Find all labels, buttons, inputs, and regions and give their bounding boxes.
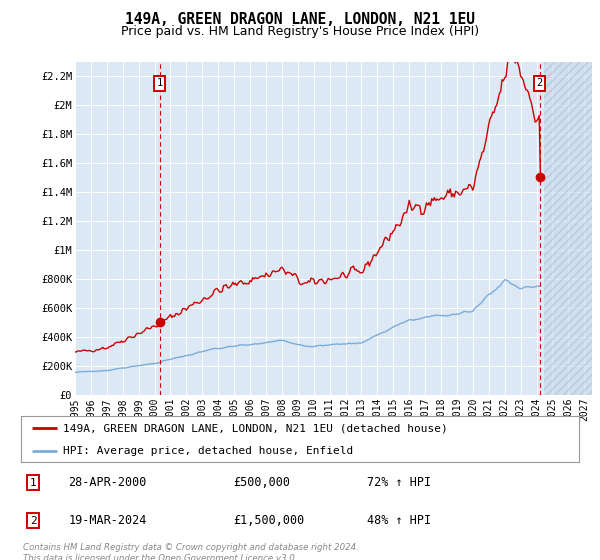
Text: 72% ↑ HPI: 72% ↑ HPI: [367, 477, 431, 489]
Bar: [544, 62, 592, 395]
Text: 2: 2: [30, 516, 37, 526]
Text: 149A, GREEN DRAGON LANE, LONDON, N21 1EU: 149A, GREEN DRAGON LANE, LONDON, N21 1EU: [125, 12, 475, 27]
Text: Price paid vs. HM Land Registry's House Price Index (HPI): Price paid vs. HM Land Registry's House …: [121, 25, 479, 38]
Text: 1: 1: [30, 478, 37, 488]
Text: 19-MAR-2024: 19-MAR-2024: [68, 514, 147, 528]
Text: 28-APR-2000: 28-APR-2000: [68, 477, 147, 489]
Text: Contains HM Land Registry data © Crown copyright and database right 2024.
This d: Contains HM Land Registry data © Crown c…: [23, 543, 359, 560]
Text: £1,500,000: £1,500,000: [233, 514, 304, 528]
Text: HPI: Average price, detached house, Enfield: HPI: Average price, detached house, Enfi…: [63, 446, 353, 455]
Text: 149A, GREEN DRAGON LANE, LONDON, N21 1EU (detached house): 149A, GREEN DRAGON LANE, LONDON, N21 1EU…: [63, 423, 448, 433]
Text: 48% ↑ HPI: 48% ↑ HPI: [367, 514, 431, 528]
Text: 1: 1: [157, 78, 163, 88]
Text: 2: 2: [537, 78, 543, 88]
Bar: [544, 62, 592, 395]
Text: £500,000: £500,000: [233, 477, 290, 489]
